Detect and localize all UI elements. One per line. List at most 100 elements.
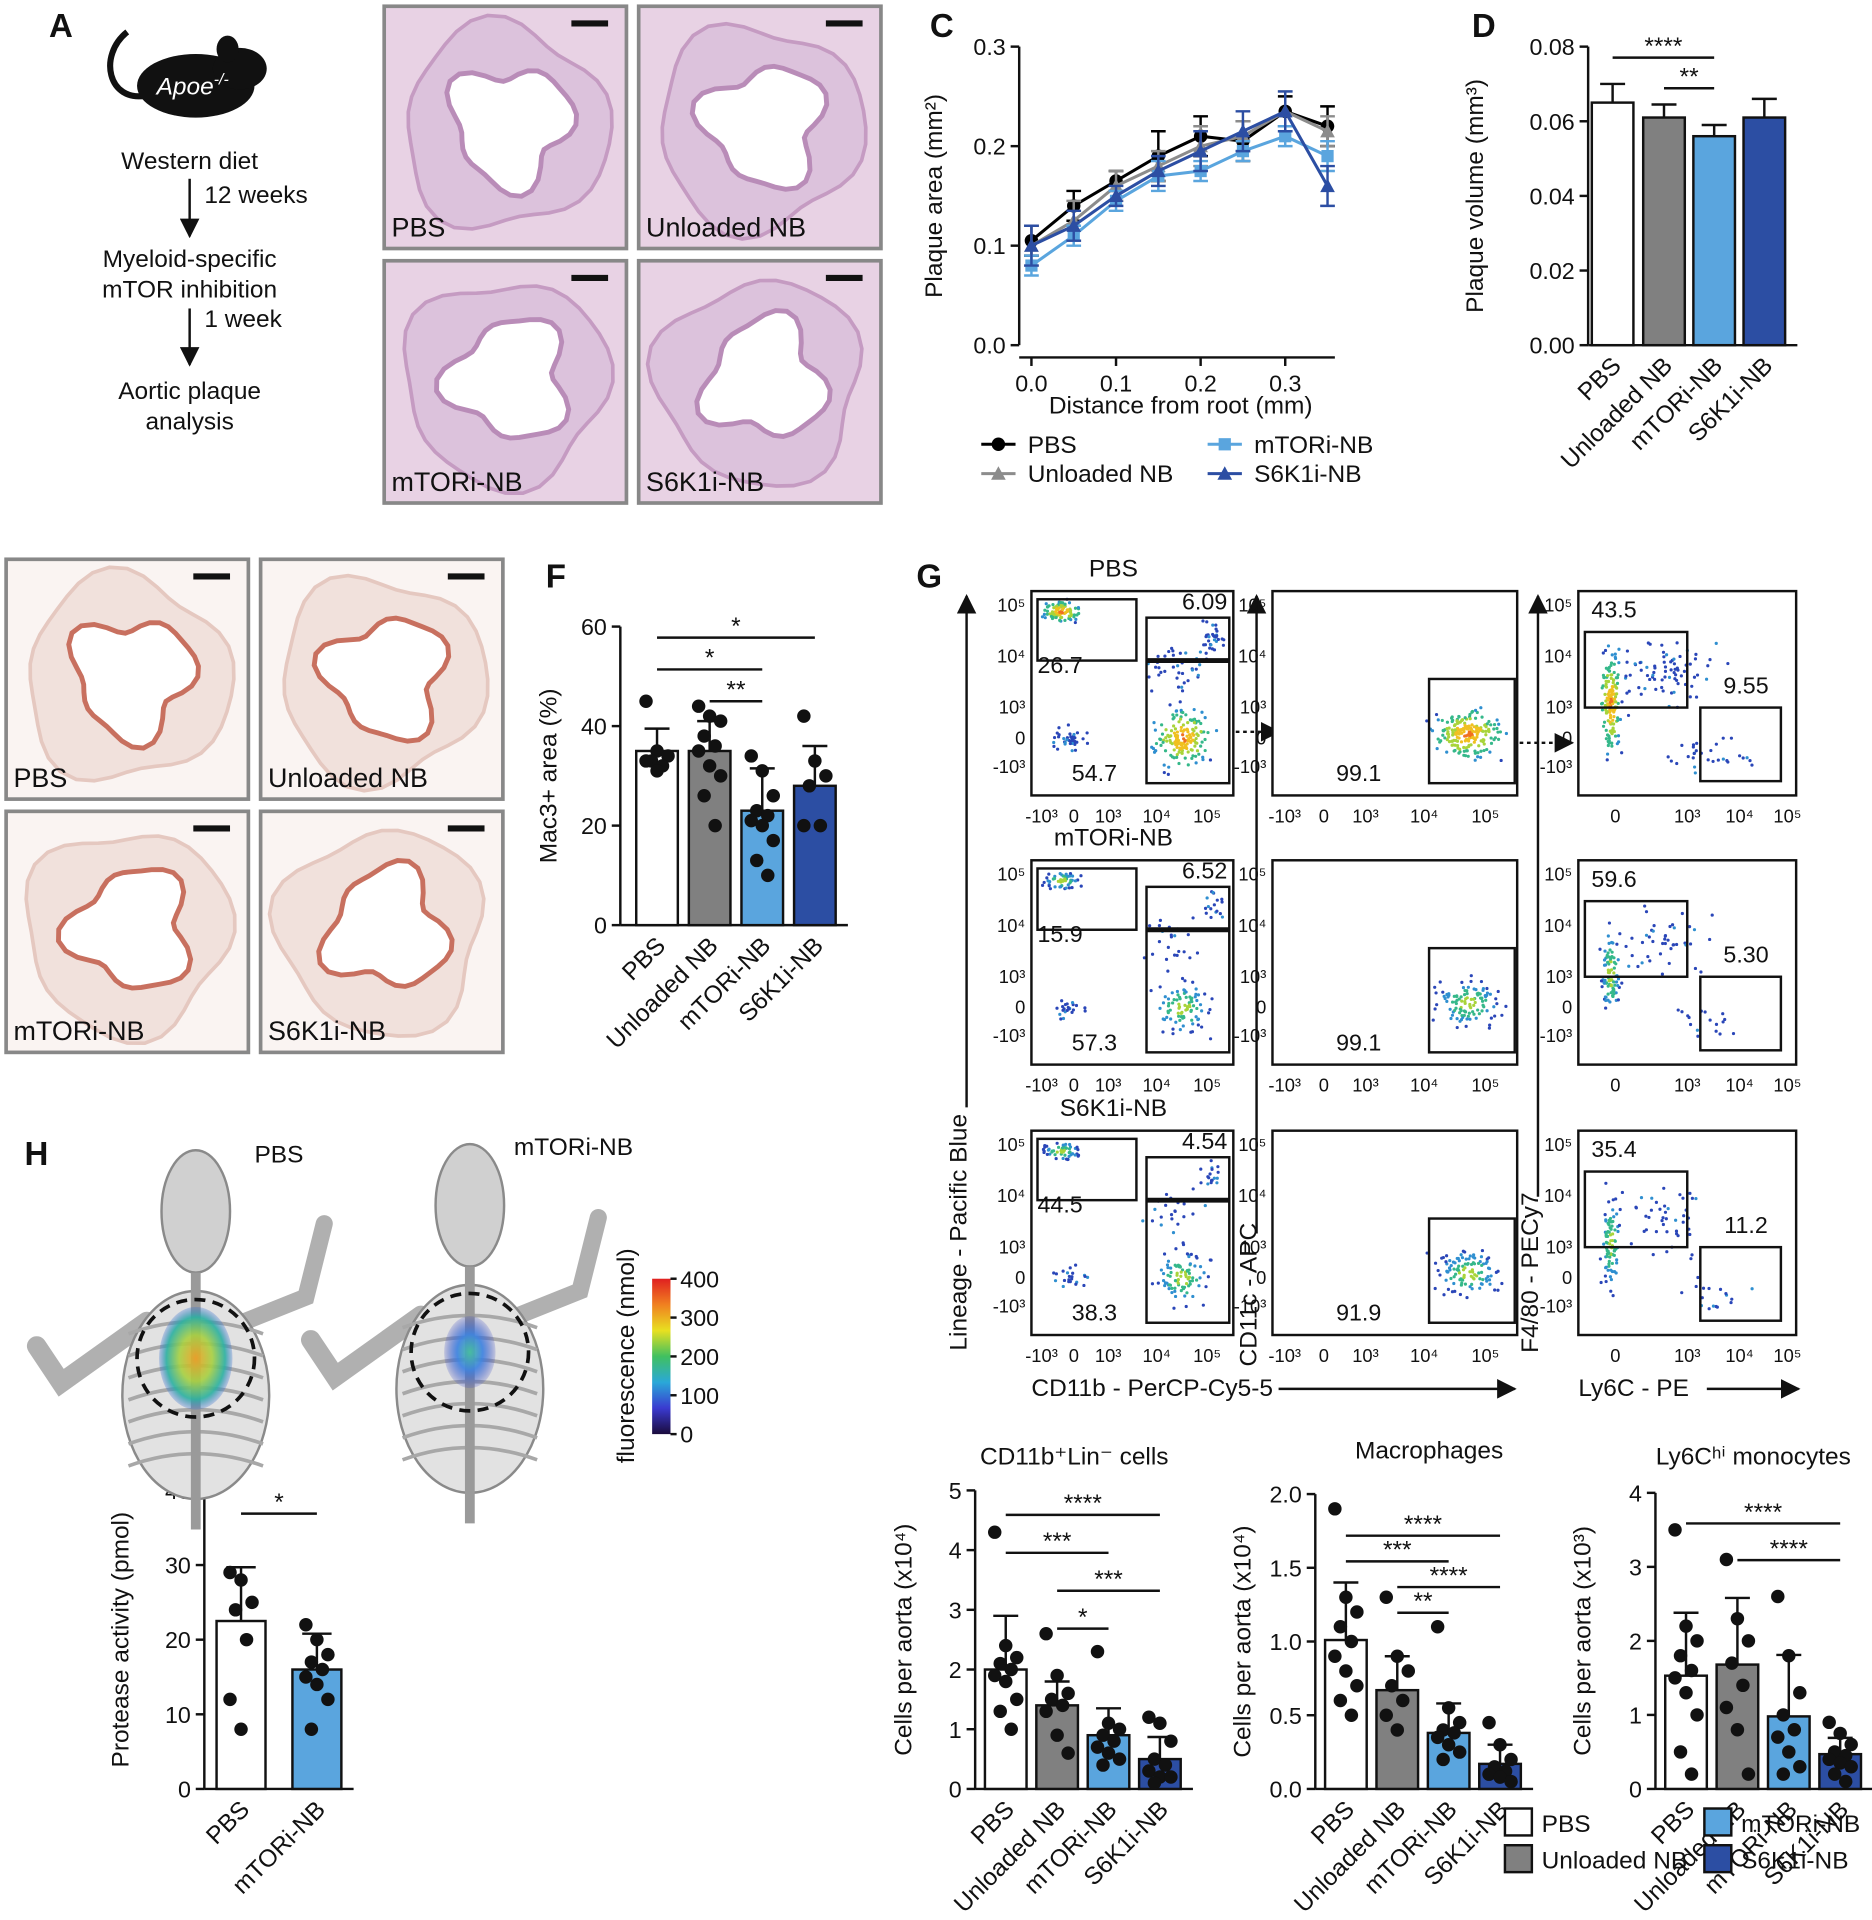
flow-event <box>1205 620 1209 624</box>
flow-event <box>1064 872 1068 876</box>
flow-event <box>1696 1275 1700 1280</box>
flow-event <box>1675 1232 1679 1236</box>
flow-event <box>1724 1291 1728 1296</box>
flow-event <box>1065 738 1069 742</box>
flow-event <box>1181 729 1185 733</box>
flow-event <box>1451 743 1455 747</box>
flow-event <box>1688 695 1692 699</box>
flow-event <box>1459 995 1463 999</box>
data-point <box>1004 1662 1018 1677</box>
data-point <box>1771 1730 1785 1744</box>
flow-event <box>1467 1011 1471 1015</box>
flow-event <box>1455 1025 1459 1030</box>
lumen <box>434 317 572 441</box>
flow-event <box>1186 763 1190 767</box>
flow-event <box>1064 886 1068 890</box>
legend-label: Unloaded NB <box>1028 461 1174 488</box>
flow-event <box>1179 1274 1183 1278</box>
flow-event <box>1651 673 1655 677</box>
flow-event <box>1484 998 1488 1002</box>
error-bar <box>1724 1596 1750 1665</box>
flow-event <box>1745 756 1749 760</box>
flow-event <box>1073 748 1078 752</box>
flow-event <box>1615 1212 1619 1216</box>
flow-event <box>1706 758 1710 762</box>
data-point <box>993 1704 1007 1719</box>
data-point <box>1350 1605 1364 1619</box>
flow-event <box>1070 885 1074 890</box>
flow-event <box>1610 684 1614 689</box>
flow-event <box>1617 647 1621 651</box>
flow-event <box>1193 744 1197 748</box>
flow-event <box>1173 734 1178 738</box>
flow-event <box>1458 1019 1462 1023</box>
flow-event <box>1163 749 1168 753</box>
y-tick-label: 0.02 <box>1529 258 1574 284</box>
flow-event <box>1065 609 1069 614</box>
y-tick-label: 0 <box>1562 997 1572 1018</box>
flow-event <box>1043 1145 1047 1149</box>
image-label: PBS <box>254 1141 303 1168</box>
flow-event <box>1191 732 1195 736</box>
flow-event <box>1604 1181 1608 1185</box>
flow-event <box>1680 1291 1684 1295</box>
flow-event <box>1215 898 1219 902</box>
flow-event <box>1615 692 1619 696</box>
data-point <box>761 868 775 883</box>
flow-event <box>1692 751 1696 756</box>
flow-event <box>1601 724 1606 728</box>
flow-event <box>1680 911 1684 916</box>
flow-event <box>1177 761 1181 766</box>
flow-event <box>1190 996 1194 1000</box>
flow-event <box>1164 728 1168 732</box>
flow-event <box>1053 1279 1058 1283</box>
data-point <box>1379 1590 1393 1605</box>
flow-event <box>1073 606 1078 610</box>
x-tick-label: 10³ <box>1352 1075 1379 1096</box>
flow-event <box>1175 676 1179 680</box>
flow-event <box>1162 770 1166 775</box>
flow-event <box>1500 1281 1504 1286</box>
image-label: PBS <box>392 212 446 242</box>
gate <box>1145 616 1231 785</box>
flow-event <box>1663 1210 1668 1214</box>
flow-event <box>1604 728 1608 732</box>
y-tick-label: 10³ <box>1240 966 1267 987</box>
flow-event <box>1453 1261 1457 1265</box>
flow-event <box>1443 736 1447 740</box>
gate-frequency: 5.30 <box>1723 941 1768 967</box>
flow-event <box>1611 1219 1615 1224</box>
gate <box>1427 677 1516 785</box>
flow-event <box>1162 763 1166 767</box>
flow-event <box>1647 935 1651 939</box>
data-point <box>1061 1746 1075 1760</box>
flow-event <box>1664 653 1669 657</box>
flow-event <box>1076 606 1081 610</box>
y-tick-label: 10⁴ <box>997 915 1025 936</box>
flow-event <box>1176 1222 1180 1226</box>
flow-event <box>1609 957 1613 961</box>
panel-label: F <box>546 557 566 594</box>
flow-event <box>1189 1030 1193 1034</box>
flow-event <box>1606 992 1610 996</box>
flow-event <box>1470 723 1474 727</box>
flow-event <box>1062 1148 1066 1152</box>
y-tick-label: 40 <box>581 714 607 740</box>
flow-event <box>1062 736 1066 741</box>
flow-event <box>1198 1276 1202 1280</box>
flow-event <box>1179 1289 1183 1293</box>
flow-event <box>1163 1281 1168 1285</box>
flow-event <box>1448 1007 1452 1011</box>
x-tick-label: 0 <box>1069 1075 1079 1096</box>
flow-event <box>1178 1028 1182 1032</box>
flow-event <box>1434 991 1438 995</box>
series-line <box>1030 134 1329 267</box>
arm <box>300 1305 431 1391</box>
flow-event <box>1662 655 1666 659</box>
data-point <box>1401 1664 1416 1678</box>
flow-event <box>1169 1213 1174 1217</box>
data-point <box>697 789 711 803</box>
flow-event <box>1488 1282 1492 1286</box>
data-point <box>713 769 728 783</box>
flow-event <box>1606 984 1610 988</box>
